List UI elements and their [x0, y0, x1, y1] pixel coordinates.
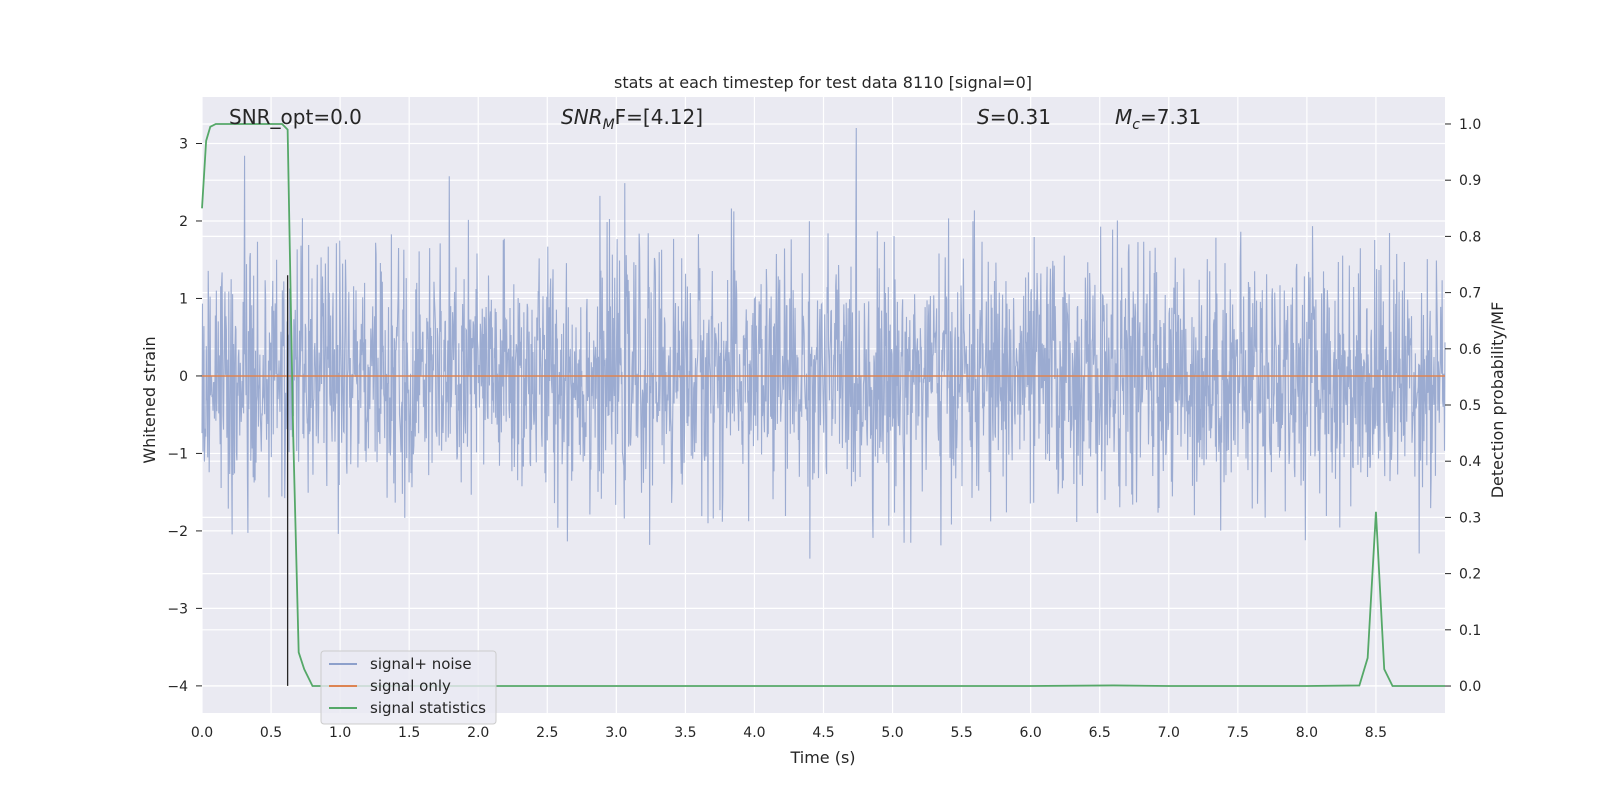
legend-box — [320, 650, 497, 725]
x-tick-label: 2.5 — [536, 725, 558, 741]
annotation-mc-var: M — [1115, 105, 1132, 129]
y-left-tick-label: −3 — [167, 601, 188, 617]
chart-title: stats at each timestep for test data 811… — [614, 73, 1032, 92]
x-tick-label: 1.0 — [329, 725, 351, 741]
y-left-tick-label: −1 — [167, 446, 188, 462]
x-tick-label: 7.5 — [1227, 725, 1249, 741]
annotation-mc-sub: c — [1132, 117, 1140, 133]
x-tick-label: 4.5 — [812, 725, 834, 741]
x-tick-label: 3.5 — [674, 725, 696, 741]
annotation-mc-rest: =7.31 — [1140, 105, 1201, 129]
y-right-axis-label: Detection probability/MF — [1488, 302, 1507, 499]
y-left-tick-label: 2 — [179, 214, 188, 230]
x-tick-label: 1.5 — [398, 725, 420, 741]
y-right-tick-label: 0.4 — [1459, 454, 1481, 470]
y-right-tick-label: 0.5 — [1459, 398, 1481, 414]
x-tick-label: 6.0 — [1020, 725, 1042, 741]
x-tick-label: 8.5 — [1365, 725, 1387, 741]
x-tick-label: 0.0 — [191, 725, 213, 741]
annotation-snr-mf-base: SNR — [561, 105, 603, 129]
series-line-signal-noise — [201, 127, 1446, 559]
annotation-snr-mf-sub: M — [603, 117, 615, 133]
x-tick-label: 5.5 — [950, 725, 972, 741]
y-left-tick-label: 3 — [179, 136, 188, 152]
annotation-snr-opt: SNR_opt=0.0 — [229, 105, 362, 129]
y-left-tick-label: 1 — [179, 291, 188, 307]
y-right-tick-label: 0.6 — [1459, 342, 1481, 358]
y-right-tick-label: 0.3 — [1459, 510, 1481, 526]
y-right-tick-label: 0.1 — [1459, 623, 1481, 639]
annotation-snr-mf: SNRMF=[4.12] — [561, 105, 703, 133]
y-right-tick-label: 1.0 — [1459, 117, 1481, 133]
y-left-tick-label: −4 — [167, 679, 188, 695]
x-tick-label: 5.0 — [881, 725, 903, 741]
y-left-tick-label: 0 — [179, 369, 188, 385]
series-signal-noise — [201, 127, 1446, 559]
x-tick-label: 0.5 — [260, 725, 282, 741]
x-tick-label: 8.0 — [1296, 725, 1318, 741]
y-right-tick-label: 0.8 — [1459, 229, 1481, 245]
annotation-mc: Mc=7.31 — [1115, 105, 1201, 133]
y-right-tick-label: 0.0 — [1459, 679, 1481, 695]
y-right-tick-label: 0.2 — [1459, 567, 1481, 583]
x-tick-label: 3.0 — [605, 725, 627, 741]
x-axis-ticks: 0.0 0.5 1.0 1.5 2.0 2.5 3.0 3.5 4.0 4.5 5.0 5.5 6.0 6… — [191, 725, 1387, 741]
y-right-tick-label: 0.9 — [1459, 173, 1481, 189]
x-tick-label: 7.0 — [1158, 725, 1180, 741]
y-right-tick-label: 0.7 — [1459, 286, 1481, 302]
y-left-axis-label: Whitened strain — [140, 336, 159, 463]
legend-label-stats: signal statistics — [370, 699, 486, 717]
annotation-snr-mf-rest: F=[4.12] — [615, 105, 703, 129]
x-tick-label: 4.0 — [743, 725, 765, 741]
y-left-axis-ticks: 3 2 1 0 −1 −2 −3 −4 — [167, 136, 202, 695]
x-tick-label: 6.5 — [1089, 725, 1111, 741]
annotation-s-var: S — [977, 105, 990, 129]
x-axis-label: Time (s) — [789, 748, 855, 767]
y-right-axis-ticks: 1.0 0.9 0.8 0.7 0.6 0.5 0.4 0.3 0.2 0.1 0.0 — [1445, 117, 1481, 695]
legend-label-signal: signal only — [370, 677, 451, 695]
annotation-s: S=0.31 — [977, 105, 1051, 129]
legend-label-noise: signal+ noise — [370, 655, 472, 673]
legend: signal+ noise signal only signal statist… — [320, 650, 497, 725]
x-tick-label: 2.0 — [467, 725, 489, 741]
annotation-s-rest: =0.31 — [990, 105, 1051, 129]
y-left-tick-label: −2 — [167, 524, 188, 540]
